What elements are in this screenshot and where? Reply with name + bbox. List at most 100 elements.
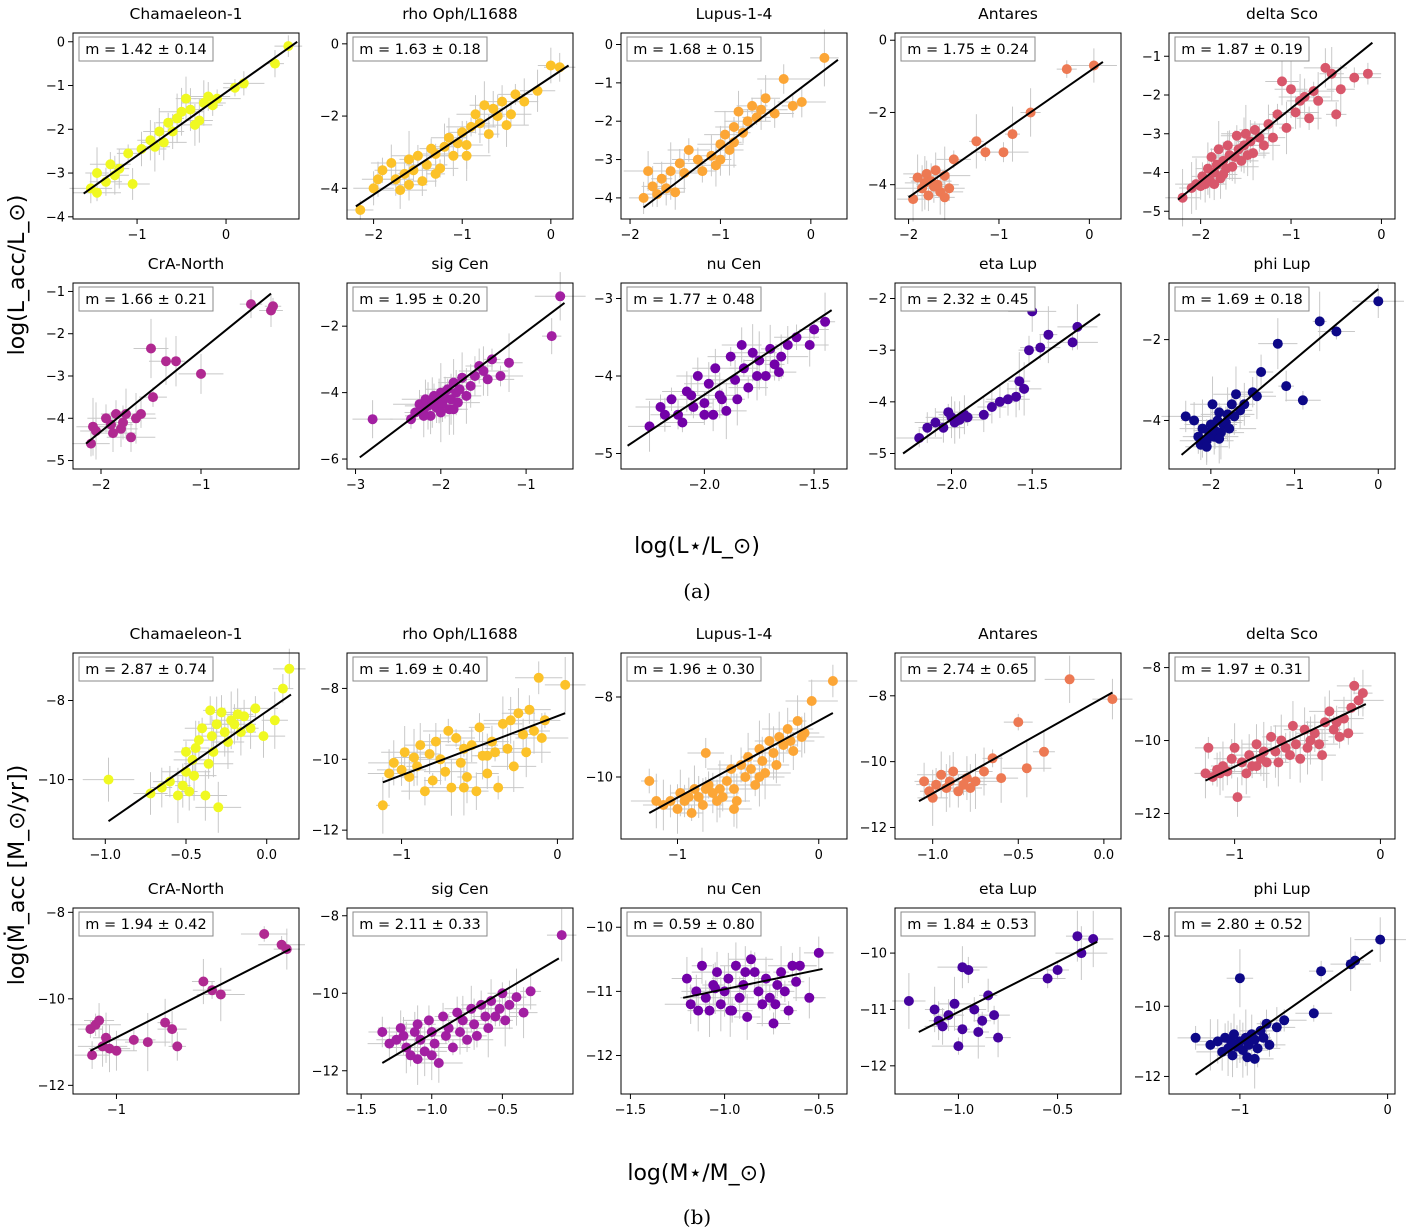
data-point bbox=[730, 960, 741, 971]
panel-title: Lupus-1-4 bbox=[696, 5, 773, 23]
panel-title: phi Lup bbox=[1254, 880, 1311, 898]
y-tick-label: −10 bbox=[586, 921, 613, 936]
data-point bbox=[546, 331, 557, 342]
y-tick-label: 0 bbox=[879, 34, 887, 49]
data-point bbox=[127, 179, 138, 189]
data-point bbox=[742, 1012, 753, 1022]
data-point bbox=[461, 390, 472, 401]
data-point bbox=[921, 168, 932, 179]
data-point bbox=[804, 992, 815, 1003]
data-point bbox=[462, 1034, 473, 1045]
data-point bbox=[957, 962, 968, 973]
data-point bbox=[750, 780, 761, 790]
x-tick-label: 0.0 bbox=[1094, 848, 1115, 863]
data-point bbox=[703, 378, 714, 389]
data-point bbox=[508, 761, 519, 772]
y-tick-label: −2 bbox=[320, 110, 339, 125]
data-point bbox=[769, 359, 780, 370]
data-point bbox=[930, 417, 941, 428]
data-point bbox=[729, 122, 739, 132]
data-point bbox=[510, 89, 521, 100]
data-point bbox=[1350, 955, 1361, 966]
data-point bbox=[729, 784, 739, 794]
data-point bbox=[536, 733, 547, 743]
data-point bbox=[1249, 124, 1260, 135]
axes-frame bbox=[1168, 32, 1396, 220]
data-point bbox=[1019, 383, 1030, 394]
x-tick-label: 0 bbox=[1383, 1103, 1391, 1118]
data-point bbox=[1039, 746, 1049, 757]
data-point bbox=[482, 768, 493, 779]
data-point bbox=[181, 746, 191, 757]
panel-3: Lupus-1-4 −2 −1 0 −4 −3 −2 −1 0 m = 1.68 ± 0.15 bbox=[594, 5, 848, 243]
data-point bbox=[396, 764, 407, 775]
fit-line bbox=[1195, 949, 1374, 1076]
data-point bbox=[783, 1005, 794, 1016]
data-point bbox=[1207, 399, 1218, 410]
panel-18: nu Cen −1.5 −1.0 −0.5 −12 −11 −10 m = 0.59 ± 0.… bbox=[586, 880, 848, 1118]
axes-frame bbox=[620, 32, 848, 220]
y-tick-label: −12 bbox=[860, 821, 887, 836]
data-point bbox=[774, 367, 784, 378]
data-point bbox=[518, 729, 529, 740]
data-point bbox=[148, 392, 158, 403]
data-point bbox=[1264, 1039, 1275, 1050]
fit-line bbox=[355, 64, 570, 208]
data-point bbox=[395, 185, 406, 196]
data-point bbox=[714, 784, 725, 794]
panel-title: CrA-North bbox=[148, 255, 224, 273]
data-point bbox=[1317, 750, 1328, 761]
data-point bbox=[497, 718, 508, 729]
panel-1: Chamaeleon-1 −1 0 −4 −3 −2 −1 0 m = 1.42 ± 0.14 bbox=[46, 5, 303, 243]
data-points bbox=[908, 60, 1099, 205]
data-point bbox=[277, 683, 288, 694]
data-point bbox=[506, 109, 516, 120]
panel-11: Chamaeleon-1 −1.0 −0.5 0.0 −10 −8 m = 2.87 ± 0… bbox=[38, 625, 306, 863]
slope-annotation-box bbox=[1174, 656, 1310, 682]
data-point bbox=[412, 1054, 423, 1065]
x-tick-label: −1 bbox=[392, 848, 411, 863]
data-point bbox=[171, 356, 181, 367]
data-point bbox=[163, 117, 174, 128]
x-tick-label: −1 bbox=[668, 848, 687, 863]
data-point bbox=[1285, 750, 1295, 761]
data-point bbox=[704, 1005, 715, 1016]
x-tick-label: −0.5 bbox=[1002, 848, 1034, 863]
data-point bbox=[525, 986, 536, 997]
x-tick-label: −1.0 bbox=[917, 848, 949, 863]
data-point bbox=[488, 103, 499, 114]
data-point bbox=[1229, 1029, 1239, 1040]
data-point bbox=[734, 992, 745, 1003]
data-point bbox=[1279, 1015, 1290, 1026]
y-tick-label: 0 bbox=[331, 37, 339, 52]
slope-annotation: m = 1.87 ± 0.19 bbox=[1181, 42, 1302, 58]
y-tick-label: −1 bbox=[594, 76, 613, 91]
data-point bbox=[189, 119, 200, 130]
data-point bbox=[692, 154, 703, 165]
x-tick-label: −1.5 bbox=[615, 1103, 647, 1118]
y-tick-label: −12 bbox=[1134, 1070, 1161, 1085]
y-tick-label: −5 bbox=[1142, 205, 1161, 220]
data-point bbox=[993, 1032, 1004, 1043]
x-tick-label: −1 bbox=[127, 228, 146, 243]
panel-5: delta Sco −2 −1 0 −5 −4 −3 −2 −1 m = 1.87 ± 0.19 bbox=[1142, 5, 1396, 243]
x-tick-label: −0.5 bbox=[803, 1103, 835, 1118]
slope-annotation: m = 1.84 ± 0.53 bbox=[907, 917, 1028, 933]
data-point bbox=[101, 1032, 111, 1043]
data-point bbox=[1320, 62, 1331, 73]
y-tick-label: −3 bbox=[46, 370, 65, 385]
data-point bbox=[725, 1005, 736, 1016]
data-point bbox=[216, 707, 227, 718]
data-point bbox=[167, 1024, 178, 1035]
y-tick-label: −12 bbox=[38, 1079, 65, 1094]
y-tick-label: −3 bbox=[868, 344, 887, 359]
data-point bbox=[440, 1030, 451, 1041]
data-point bbox=[419, 786, 430, 797]
data-point bbox=[443, 725, 454, 736]
data-point bbox=[469, 1019, 480, 1030]
panel-19: eta Lup −1.0 −0.5 −12 −11 −10 m = 1.84 ± 0.53 bbox=[860, 880, 1122, 1118]
data-point bbox=[497, 96, 508, 107]
panel-title: nu Cen bbox=[707, 255, 762, 273]
data-point bbox=[715, 154, 726, 165]
panel-title: CrA-North bbox=[148, 880, 224, 898]
